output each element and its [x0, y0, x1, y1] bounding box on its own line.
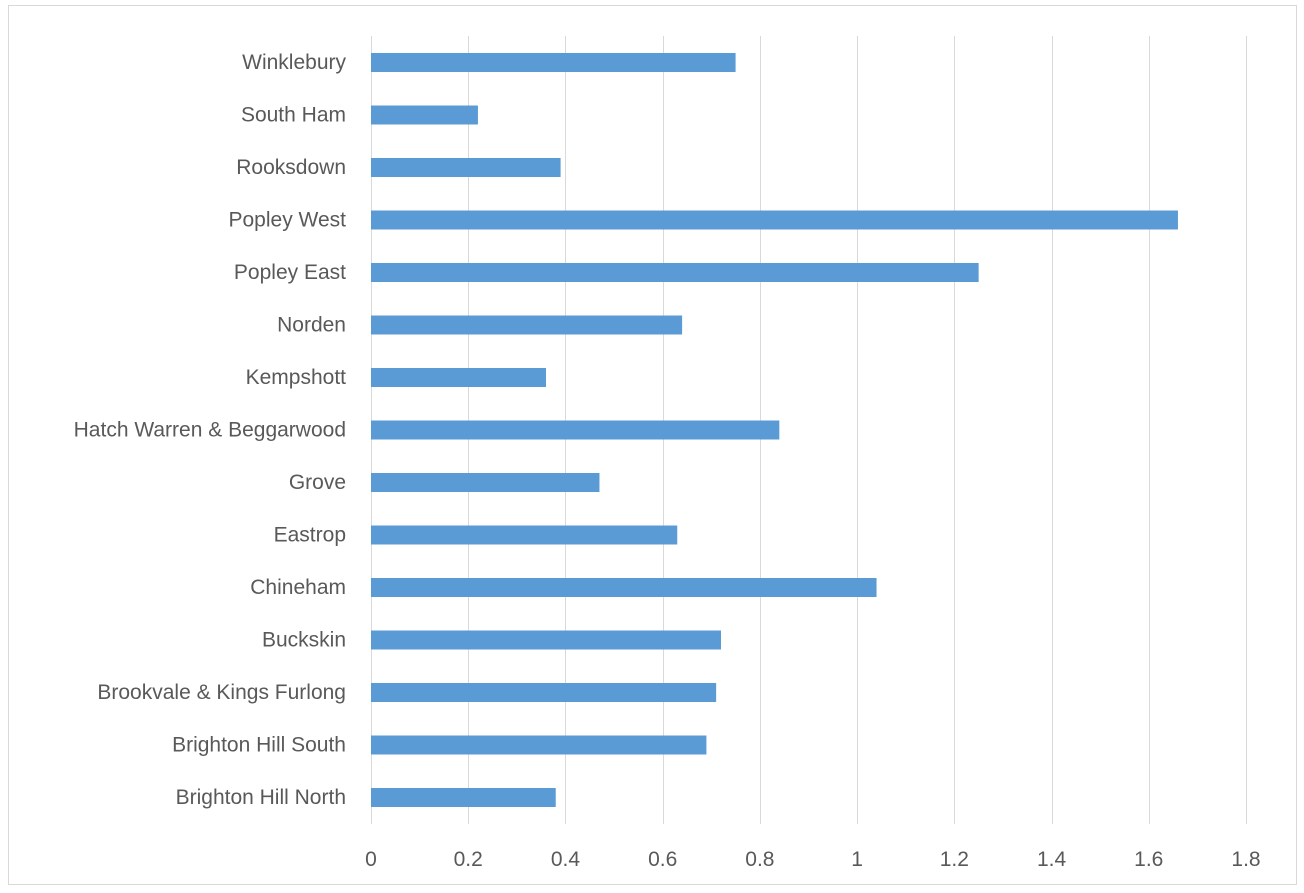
category-label-grove: Grove — [289, 471, 346, 494]
category-label-norden: Norden — [277, 314, 346, 337]
x-tick-label-2: 0.4 — [551, 848, 581, 871]
x-tick-label-9: 1.8 — [1231, 848, 1260, 871]
x-tick-label-3: 0.6 — [648, 848, 677, 871]
category-label-popley-east: Popley East — [234, 261, 346, 284]
category-label-eastrop: Eastrop — [274, 524, 346, 547]
x-tick-label-6: 1.2 — [940, 848, 969, 871]
x-tick-label-8: 1.6 — [1134, 848, 1163, 871]
category-label-chineham: Chineham — [250, 576, 346, 599]
category-label-brookvale-and-kings-furlong: Brookvale & Kings Furlong — [97, 681, 346, 704]
bar-eastrop — [371, 525, 678, 545]
bar-norden — [371, 315, 683, 335]
category-label-winklebury: Winklebury — [242, 51, 346, 74]
bar-chineham — [371, 578, 877, 597]
bar-hatch-warren-and-beggarwood — [371, 420, 780, 440]
category-label-brighton-hill-south: Brighton Hill South — [172, 734, 346, 757]
x-tick-label-0: 0 — [365, 848, 377, 871]
category-label-brighton-hill-north: Brighton Hill North — [176, 786, 346, 809]
x-tick-label-4: 0.8 — [745, 848, 774, 871]
bars — [371, 53, 1178, 807]
bar-kempshott — [371, 368, 546, 387]
category-label-popley-west: Popley West — [229, 209, 347, 232]
bar-winklebury — [371, 53, 736, 72]
category-label-kempshott: Kempshott — [246, 366, 347, 389]
bar-brighton-hill-south — [371, 735, 707, 755]
category-labels: Winklebury South Ham Rooksdown Popley West P… — [74, 51, 347, 809]
bar-brighton-hill-north — [371, 788, 556, 807]
bar-popley-west — [371, 210, 1178, 230]
category-label-south-ham: South Ham — [241, 104, 346, 127]
x-axis-tick-labels: 0 0.2 0.4 0.6 0.8 1 1.2 1.4 1.6 1.8 — [365, 848, 1260, 871]
x-tick-label-1: 0.2 — [454, 848, 483, 871]
bar-rooksdown — [371, 158, 561, 177]
bar-grove — [371, 473, 600, 492]
x-tick-label-7: 1.4 — [1037, 848, 1067, 871]
bar-popley-east — [371, 263, 979, 282]
bar-buckskin — [371, 630, 721, 650]
category-label-rooksdown: Rooksdown — [236, 156, 346, 179]
category-label-buckskin: Buckskin — [262, 629, 346, 652]
category-label-hatch-warren-and-beggarwood: Hatch Warren & Beggarwood — [74, 419, 346, 442]
bar-brookvale-and-kings-furlong — [371, 683, 717, 702]
bar-south-ham — [371, 105, 478, 125]
x-tick-label-5: 1 — [851, 848, 863, 871]
